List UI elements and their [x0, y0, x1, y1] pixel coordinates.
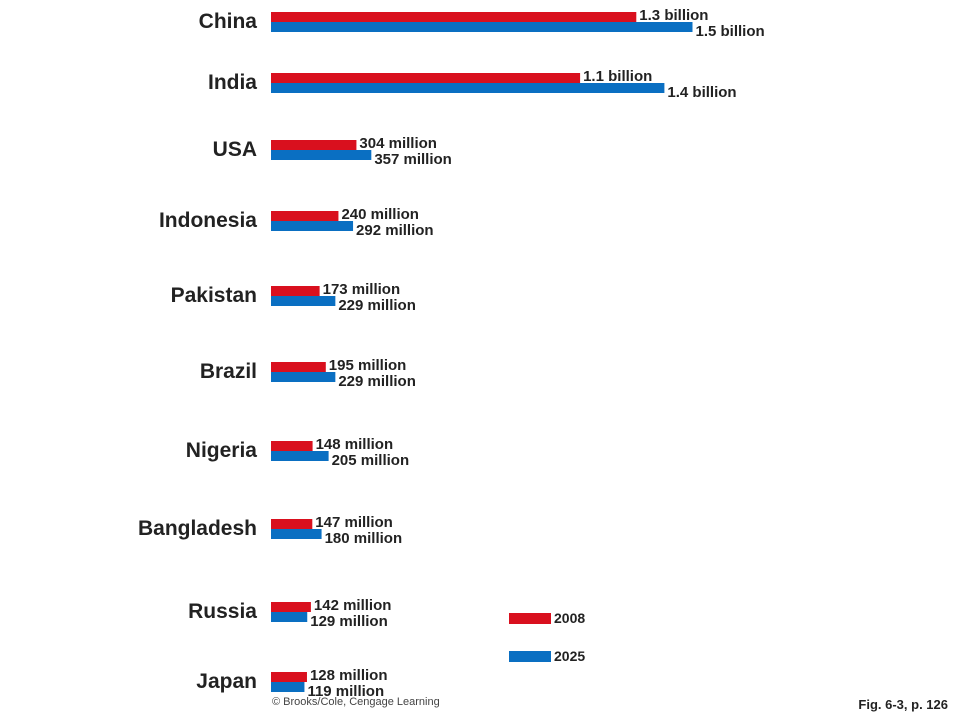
value-label-brazil-2008: 195 million [329, 357, 407, 374]
value-label-russia-2025: 129 million [310, 613, 388, 630]
value-label-indonesia-2008: 240 million [341, 206, 419, 223]
legend-label-2025: 2025 [554, 648, 585, 664]
country-label-brazil: Brazil [200, 360, 257, 383]
bar-china-2008 [271, 12, 637, 22]
value-label-nigeria-2025: 205 million [332, 452, 410, 469]
bar-russia-2025 [271, 612, 308, 622]
bar-india-2025 [271, 83, 665, 93]
value-label-japan-2025: 119 million [307, 683, 384, 700]
bar-indonesia-2008 [271, 211, 339, 221]
bar-bangladesh-2025 [271, 529, 322, 539]
bar-nigeria-2008 [271, 441, 313, 451]
value-label-indonesia-2025: 292 million [356, 222, 434, 239]
country-label-pakistan: Pakistan [171, 284, 257, 307]
bar-japan-2008 [271, 672, 307, 682]
copyright-credit: © Brooks/Cole, Cengage Learning [272, 696, 440, 708]
value-label-pakistan-2008: 173 million [323, 281, 401, 298]
bar-india-2008 [271, 73, 581, 83]
bar-bangladesh-2008 [271, 519, 313, 529]
country-label-nigeria: Nigeria [186, 439, 258, 462]
country-label-bangladesh: Bangladesh [138, 517, 257, 540]
bar-nigeria-2025 [271, 451, 329, 461]
value-label-usa-2025: 357 million [374, 151, 452, 168]
bar-indonesia-2025 [271, 221, 354, 231]
value-label-india-2008: 1.1 billion [583, 68, 652, 85]
value-label-russia-2008: 142 million [314, 597, 392, 614]
bar-brazil-2008 [271, 362, 326, 372]
bar-pakistan-2025 [271, 296, 336, 306]
value-label-bangladesh-2025: 180 million [325, 530, 403, 547]
country-label-china: China [199, 10, 258, 33]
value-label-bangladesh-2008: 147 million [315, 514, 393, 531]
country-label-usa: USA [213, 138, 257, 161]
value-label-brazil-2025: 229 million [338, 373, 416, 390]
bar-usa-2025 [271, 150, 372, 160]
bar-pakistan-2008 [271, 286, 320, 296]
bar-russia-2008 [271, 602, 311, 612]
legend-label-2008: 2008 [554, 610, 585, 626]
bar-usa-2008 [271, 140, 357, 150]
country-label-indonesia: Indonesia [159, 209, 257, 232]
bar-brazil-2025 [271, 372, 336, 382]
legend-swatch-2025 [509, 651, 551, 662]
bar-japan-2025 [271, 682, 305, 692]
figure-caption: Fig. 6-3, p. 126 [858, 697, 948, 712]
bar-china-2025 [271, 22, 693, 32]
value-label-china-2025: 1.5 billion [696, 23, 765, 40]
country-label-india: India [208, 71, 257, 94]
value-label-india-2025: 1.4 billion [667, 84, 736, 101]
value-label-japan-2008: 128 million [310, 667, 388, 684]
value-label-pakistan-2025: 229 million [338, 297, 416, 314]
country-label-russia: Russia [188, 600, 257, 623]
value-label-china-2008: 1.3 billion [639, 7, 708, 24]
value-label-nigeria-2008: 148 million [316, 436, 394, 453]
country-label-japan: Japan [196, 670, 257, 693]
legend-swatch-2008 [509, 613, 551, 624]
value-label-usa-2008: 304 million [359, 135, 437, 152]
